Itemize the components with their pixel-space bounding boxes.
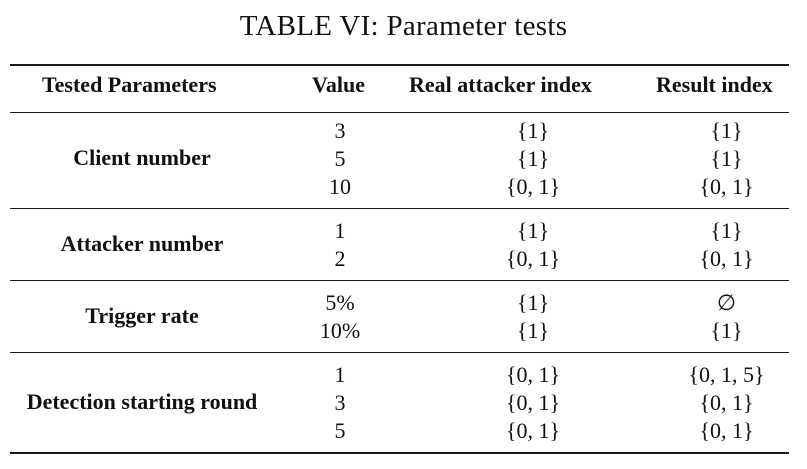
result-index-column: {0, 1, 5} {0, 1} {0, 1} (660, 361, 793, 445)
bottom-rule (10, 452, 789, 454)
header-tested-parameters: Tested Parameters (42, 72, 217, 97)
value-cell: 10 (329, 174, 351, 199)
value-cell: 3 (334, 390, 346, 415)
result-index-cell: {1} (710, 218, 743, 243)
result-index-cell: {0, 1} (699, 390, 754, 415)
value-column: 1 3 5 (298, 361, 382, 445)
result-index-cell: ∅ (716, 290, 737, 315)
value-cell: 1 (334, 362, 346, 387)
value-cell: 5 (334, 418, 346, 443)
value-column: 1 2 (298, 217, 382, 273)
real-attacker-cell: {1} (516, 290, 550, 315)
real-attacker-cell: {1} (516, 118, 550, 143)
result-index-cell: {1} (710, 146, 743, 171)
group-trigger-rate: Trigger rate 5% 10% {1} {1} ∅ {1} (10, 289, 789, 345)
table-caption: TABLE VI: Parameter tests (239, 10, 568, 42)
result-index-column: {1} {0, 1} (660, 217, 793, 273)
group-rule (10, 352, 789, 353)
real-attacker-cell: {0, 1} (505, 362, 561, 387)
result-index-cell: {0, 1} (699, 174, 754, 199)
param-name: Client number (73, 145, 211, 170)
real-attacker-cell: {1} (516, 318, 550, 343)
header-value: Value (312, 72, 365, 97)
value-cell: 2 (334, 246, 346, 271)
real-attacker-column: {0, 1} {0, 1} {0, 1} (400, 361, 666, 445)
param-name: Attacker number (60, 231, 224, 256)
header-rule (10, 112, 789, 113)
real-attacker-cell: {0, 1} (505, 418, 561, 443)
group-detection-starting-round: Detection starting round 1 3 5 {0, 1} {0… (10, 361, 789, 445)
result-index-cell: {1} (710, 118, 743, 143)
result-index-cell: {0, 1, 5} (688, 362, 765, 387)
value-cell: 1 (334, 218, 346, 243)
value-cell: 5% (325, 290, 355, 315)
value-cell: 5 (334, 146, 346, 171)
top-rule (10, 64, 789, 66)
result-index-cell: {0, 1} (699, 246, 754, 271)
result-index-cell: {0, 1} (699, 418, 754, 443)
real-attacker-column: {1} {1} (400, 289, 666, 345)
group-client-number: Client number 3 5 10 {1} {1} {0, 1} {1} … (10, 117, 789, 201)
value-column: 5% 10% (298, 289, 382, 345)
group-rule (10, 280, 789, 281)
param-name: Trigger rate (85, 303, 199, 328)
header-result-index: Result index (656, 72, 773, 97)
real-attacker-column: {1} {0, 1} (400, 217, 666, 273)
table-header: Tested Parameters Value Real attacker in… (10, 72, 789, 106)
real-attacker-cell: {0, 1} (505, 390, 561, 415)
param-name: Detection starting round (26, 389, 258, 414)
result-index-cell: {1} (710, 318, 743, 343)
value-cell: 3 (334, 118, 346, 143)
value-column: 3 5 10 (298, 117, 382, 201)
value-cell: 10% (319, 318, 361, 343)
real-attacker-cell: {0, 1} (505, 174, 561, 199)
result-index-column: ∅ {1} (660, 289, 793, 345)
real-attacker-cell: {0, 1} (505, 246, 561, 271)
group-rule (10, 208, 789, 209)
real-attacker-column: {1} {1} {0, 1} (400, 117, 666, 201)
header-real-attacker-index: Real attacker index (409, 72, 592, 97)
real-attacker-cell: {1} (516, 146, 550, 171)
real-attacker-cell: {1} (516, 218, 550, 243)
result-index-column: {1} {1} {0, 1} (660, 117, 793, 201)
group-attacker-number: Attacker number 1 2 {1} {0, 1} {1} {0, 1… (10, 217, 789, 273)
